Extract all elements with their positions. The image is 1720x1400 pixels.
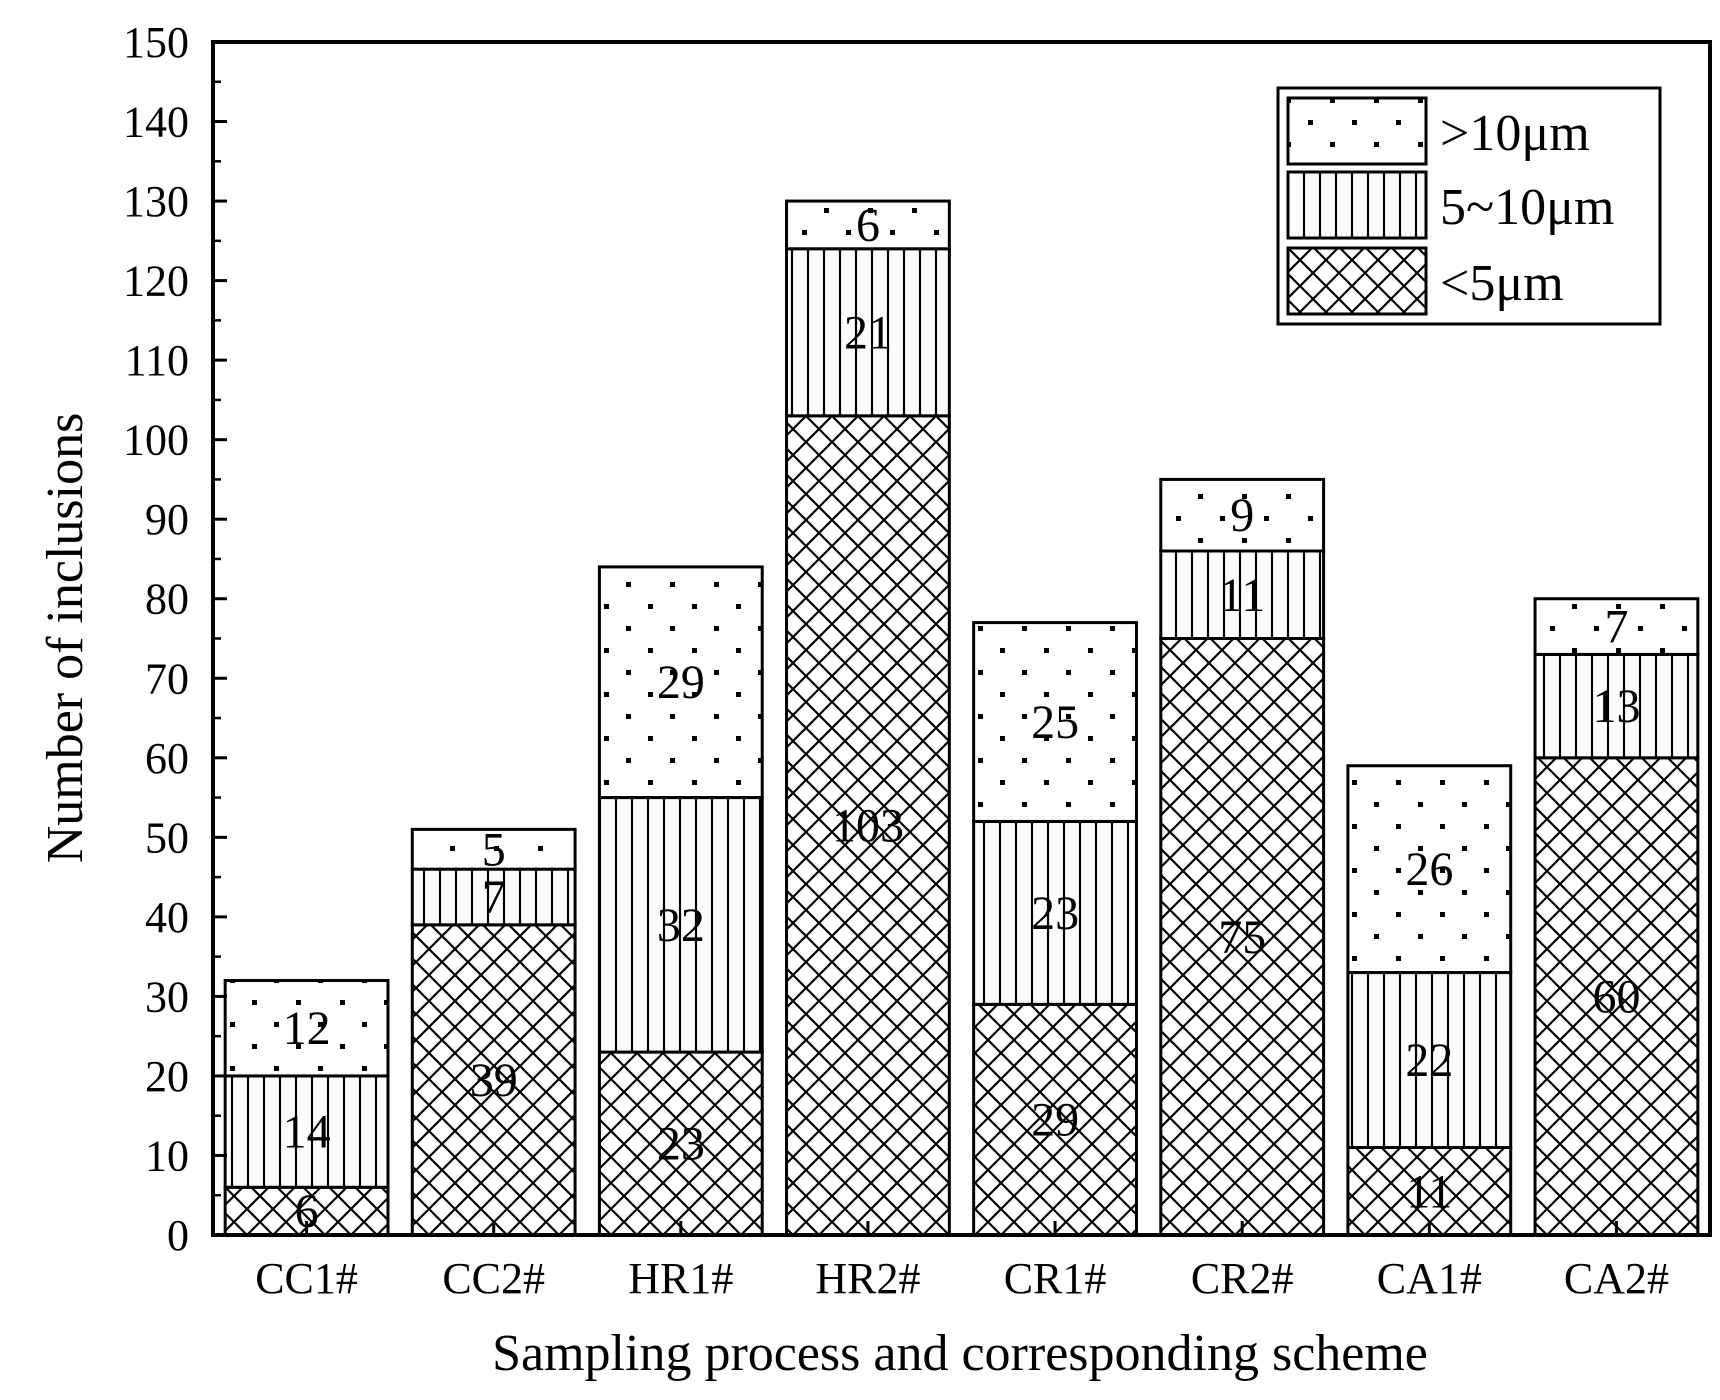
legend-swatch-lt5: [1286, 246, 1428, 316]
bar-cr2-gt10m: [1159, 477, 1326, 553]
legend-swatch-5-10: [1286, 170, 1428, 240]
data-label-cc1-gt10m: 12: [283, 1002, 331, 1055]
bar-hr1-5-10m: [597, 796, 764, 1054]
y-tick-label: 80: [145, 575, 189, 624]
data-label-hr2-lt5m: 103: [832, 799, 904, 852]
x-tick-label-hr2: HR2#: [815, 1254, 920, 1303]
y-axis-title: Number of inclusions: [37, 413, 94, 864]
legend-swatch-gt10: [1286, 96, 1428, 166]
bar-cc2-gt10m: [410, 827, 577, 871]
y-tick-label: 150: [123, 18, 189, 67]
data-label-hr2-5-10m: 21: [844, 306, 892, 359]
data-label-cc2-gt10m: 5: [482, 823, 506, 876]
data-label-ca1-lt5m: 11: [1406, 1165, 1452, 1218]
bar-hr1-gt10m: [597, 565, 764, 800]
bars-layer: [223, 199, 1700, 1237]
bar-ca2-gt10m: [1533, 597, 1700, 656]
data-label-ca2-gt10m: 7: [1604, 601, 1628, 654]
data-label-cr2-lt5m: 75: [1218, 911, 1266, 964]
x-tick-label-cc2: CC2#: [442, 1254, 545, 1303]
bar-cc2-lt5m: [410, 923, 577, 1237]
legend-label-lt5: <5μm: [1440, 255, 1564, 312]
y-tick-label: 30: [145, 972, 189, 1021]
y-tick-label: 140: [123, 98, 189, 147]
bar-hr2-gt10m: [785, 199, 951, 251]
bar-cr1-gt10m: [972, 621, 1138, 823]
y-tick-label: 110: [125, 336, 189, 385]
data-label-cc2-5-10m: 7: [482, 871, 506, 924]
data-label-ca2-5-10m: 13: [1592, 680, 1640, 733]
x-tick-label-cr2: CR2#: [1191, 1254, 1294, 1303]
y-tick-label: 60: [145, 734, 189, 783]
x-axis-title: Sampling process and corresponding schem…: [492, 1325, 1428, 1382]
data-label-ca2-lt5m: 60: [1592, 970, 1640, 1023]
y-tick-label: 40: [145, 893, 189, 942]
y-tick-label: 120: [123, 257, 189, 306]
y-axis: 0 10 20 30 40 50 60 70 80 90 100 110 120 130 140 150: [123, 18, 227, 1260]
x-tick-label-cr1: CR1#: [1004, 1254, 1107, 1303]
y-tick-label: 70: [145, 654, 189, 703]
bar-hr2-lt5m: [785, 414, 951, 1237]
data-label-ca1-gt10m: 26: [1405, 843, 1453, 896]
legend-label-gt10: >10μm: [1440, 105, 1590, 162]
legend: >10μm 5~10μm <5μm: [1276, 86, 1662, 326]
y-tick-label: 130: [123, 177, 189, 226]
data-label-ca1-5-10m: 22: [1405, 1034, 1453, 1087]
data-label-hr1-gt10m: 29: [657, 656, 705, 709]
x-axis: CC1# CC2# HR1# HR2# CR1# CR2# CA1# CA2#: [255, 1221, 1669, 1303]
y-tick-label: 50: [145, 813, 189, 862]
data-label-cc1-5-10m: 14: [283, 1106, 331, 1159]
data-label-cr1-5-10m: 23: [1031, 887, 1079, 940]
data-label-cr2-gt10m: 9: [1230, 489, 1254, 542]
y-tick-label: 20: [145, 1052, 189, 1101]
data-label-cr2-5-10m: 11: [1219, 569, 1265, 622]
legend-label-5-10: 5~10μm: [1440, 179, 1614, 236]
data-label-hr2-gt10m: 6: [856, 199, 880, 252]
bar-ca1-lt5m: [1346, 1146, 1513, 1237]
bar-cc1-5-10m: [223, 1074, 390, 1189]
data-label-hr1-5-10m: 32: [657, 899, 705, 952]
y-tick-label: 100: [123, 416, 189, 465]
y-tick-label: 90: [145, 495, 189, 544]
data-label-hr1-lt5m: 23: [657, 1118, 705, 1171]
bar-hr2-5-10m: [785, 247, 951, 418]
bar-ca2-5-10m: [1533, 652, 1700, 760]
x-tick-label-hr1: HR1#: [628, 1254, 733, 1303]
x-tick-label-ca2: CA2#: [1564, 1254, 1669, 1303]
segment-labels-layer: 6141239752332291032162923257511911222660…: [283, 199, 1641, 1238]
x-tick-label-ca1: CA1#: [1377, 1254, 1482, 1303]
bar-ca1-gt10m: [1346, 764, 1513, 975]
bar-cr2-lt5m: [1159, 637, 1326, 1237]
bar-cc1-gt10m: [223, 978, 390, 1078]
bar-cr2-5-10m: [1159, 549, 1326, 640]
x-tick-label-cc1: CC1#: [255, 1254, 358, 1303]
y-tick-label: 10: [145, 1131, 189, 1180]
data-label-cc2-lt5m: 39: [470, 1054, 518, 1107]
bar-ca1-5-10m: [1346, 971, 1513, 1150]
y-tick-label: 0: [167, 1211, 189, 1260]
data-label-cr1-gt10m: 25: [1031, 696, 1079, 749]
data-label-cr1-lt5m: 29: [1031, 1094, 1079, 1147]
